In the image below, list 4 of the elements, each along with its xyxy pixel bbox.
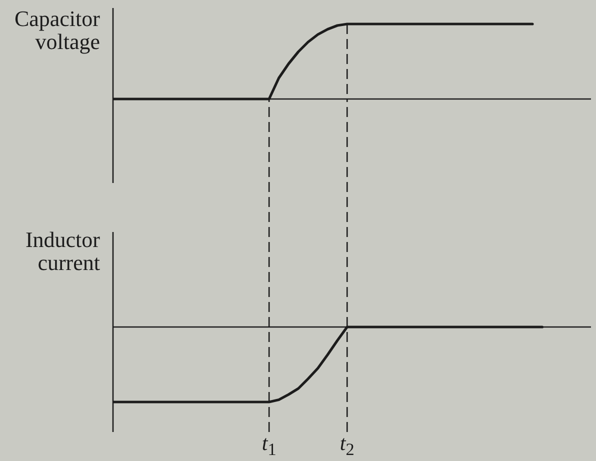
y-axis-title: Capacitor voltage (13, 6, 100, 54)
x-tick-label: t$_{1}$ (260, 431, 278, 460)
y-axis-title: Inductor current (24, 227, 100, 275)
x-tick-label: t$_{2}$ (338, 431, 356, 460)
